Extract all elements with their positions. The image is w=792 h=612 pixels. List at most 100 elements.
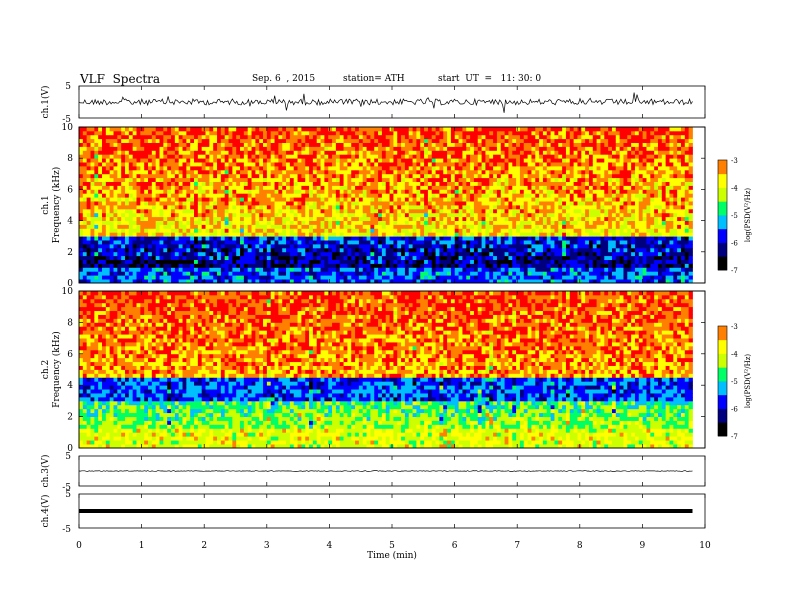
spectrogram-cell: [347, 130, 352, 136]
spectrogram-cell: [362, 150, 367, 155]
spectrogram-cell: [435, 220, 440, 225]
spectrogram-cell: [496, 263, 502, 268]
spectrogram-cell: [397, 130, 402, 136]
spectrogram-cell: [424, 259, 429, 264]
spectrogram-cell: [535, 169, 540, 175]
spectrogram-cell: [324, 240, 329, 245]
spectrogram-cell: [504, 142, 509, 147]
spectrogram-cell: [362, 197, 367, 202]
spectrogram-cell: [201, 173, 206, 179]
spectrogram-cell: [270, 263, 275, 268]
spectrogram-cell: [454, 173, 459, 179]
spectrogram-cell: [278, 154, 283, 159]
spectrogram-cell: [385, 232, 390, 237]
spectrogram-cell: [167, 267, 172, 272]
spectrogram-cell: [98, 267, 103, 272]
spectrogram-cell: [381, 263, 387, 268]
spectrogram-cell: [301, 134, 306, 140]
spectrogram-cell: [539, 154, 544, 159]
spectrogram-cell: [523, 232, 528, 237]
spectrogram-cell: [351, 240, 356, 245]
spectrogram-cell: [473, 244, 479, 249]
spectrogram-cell: [247, 228, 252, 233]
spectrogram-cell: [113, 173, 118, 179]
spectrogram-cell: [270, 212, 275, 218]
spectrogram-cell: [508, 275, 513, 280]
spectrogram-cell: [351, 279, 356, 284]
spectrogram-cell: [427, 193, 433, 198]
spectrogram-cell: [493, 251, 498, 257]
spectrogram-cell: [224, 130, 229, 136]
spectrogram-cell: [286, 201, 291, 206]
spectrogram-cell: [232, 189, 237, 194]
spectrogram-cell: [286, 228, 291, 233]
spectrogram-cell: [542, 130, 548, 136]
spectrogram-cell: [393, 127, 398, 132]
spectrogram-cell: [174, 130, 180, 136]
spectrogram-cell: [427, 220, 433, 225]
spectrogram-cell: [247, 169, 252, 175]
spectrogram-cell: [86, 208, 91, 214]
spectrogram-cell: [473, 240, 479, 245]
spectrogram-cell: [496, 166, 502, 171]
spectrogram-cell: [98, 259, 103, 264]
spectrogram-cell: [220, 244, 226, 249]
spectrogram-cell: [255, 247, 260, 253]
spectrogram-cell: [473, 201, 479, 206]
spectrogram-cell: [102, 127, 107, 132]
spectrogram-cell: [355, 134, 360, 140]
spectrogram-cell: [320, 240, 325, 245]
spectrogram-cell: [542, 201, 548, 206]
spectrogram-cell: [531, 271, 536, 276]
spectrogram-cell: [404, 224, 410, 229]
spectrogram-cell: [381, 166, 387, 171]
spectrogram-cell: [512, 181, 517, 186]
spectrogram-cell: [512, 263, 517, 268]
spectrogram-cell: [450, 193, 456, 198]
spectrogram-cell: [362, 142, 367, 147]
spectrogram-cell: [247, 220, 252, 225]
spectrogram-cell: [312, 127, 318, 132]
spectrogram-cell: [424, 173, 429, 179]
spectrogram-cell: [301, 193, 306, 198]
spectrogram-cell: [539, 138, 544, 143]
spectrogram-cell: [447, 244, 452, 249]
spectrogram-cell: [182, 255, 187, 260]
spectrogram-cell: [381, 197, 387, 202]
spectrogram-cell: [305, 275, 310, 280]
spectrogram-cell: [270, 247, 275, 253]
spectrogram-cell: [335, 150, 341, 155]
spectrogram-cell: [439, 138, 444, 143]
spectrogram-cell: [420, 255, 425, 260]
spectrogram-cell: [274, 271, 279, 276]
spectrogram-cell: [320, 263, 325, 268]
spectrogram-cell: [439, 130, 444, 136]
spectrogram-cell: [201, 279, 206, 284]
spectrogram-cell: [370, 212, 375, 218]
spectrogram-cell: [94, 193, 99, 198]
spectrogram-cell: [94, 244, 99, 249]
spectrogram-cell: [366, 201, 371, 206]
spectrogram-cell: [236, 251, 241, 257]
spectrogram-cell: [128, 216, 134, 221]
spectrogram-cell: [240, 134, 245, 140]
spectrogram-cell: [282, 130, 287, 136]
spectrogram-cell: [458, 162, 463, 167]
spectrogram-cell: [117, 193, 122, 198]
spectrogram-cell: [374, 208, 379, 214]
spectrogram-cell: [397, 146, 402, 151]
spectrogram-cell: [301, 232, 306, 237]
spectrogram-cell: [424, 142, 429, 147]
spectrogram-cell: [128, 224, 134, 229]
spectrogram-cell: [477, 244, 482, 249]
spectrogram-cell: [90, 197, 95, 202]
spectrogram-cell: [535, 279, 540, 284]
spectrogram-cell: [347, 224, 352, 229]
spectrogram-cell: [351, 127, 356, 132]
spectrogram-cell: [274, 228, 279, 233]
spectrogram-cell: [228, 193, 233, 198]
spectrogram-cell: [378, 185, 383, 190]
spectrogram-cell: [293, 146, 298, 151]
spectrogram-cell: [190, 240, 195, 245]
spectrogram-cell: [301, 185, 306, 190]
